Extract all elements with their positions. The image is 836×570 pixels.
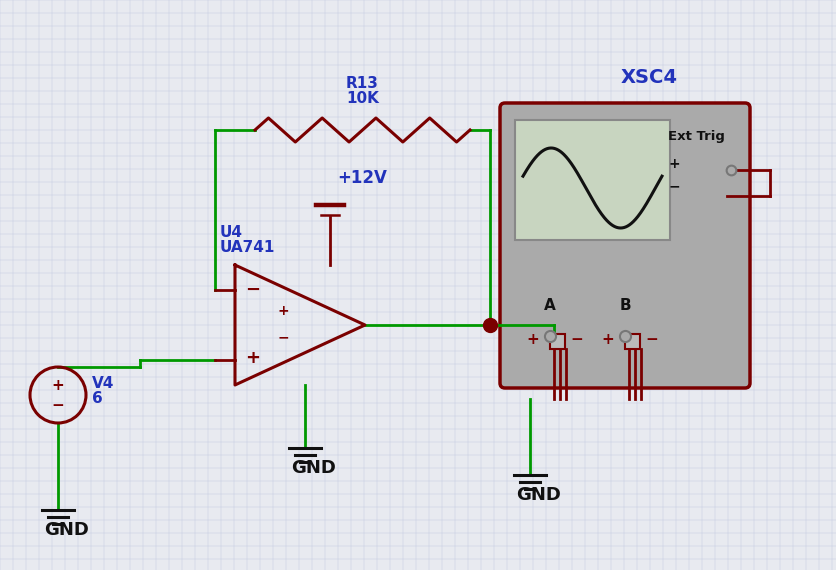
Text: +: + (277, 304, 288, 318)
FancyBboxPatch shape (499, 103, 749, 388)
Text: GND: GND (291, 459, 335, 477)
Text: XSC4: XSC4 (619, 68, 676, 87)
Text: GND: GND (44, 521, 89, 539)
Text: +: + (51, 377, 64, 393)
Text: 10K: 10K (345, 91, 379, 106)
Text: Ext Trig: Ext Trig (667, 130, 724, 143)
Text: −: − (51, 398, 64, 413)
Text: −: − (569, 332, 582, 347)
Text: R13: R13 (345, 76, 379, 91)
Text: A: A (543, 298, 555, 313)
Text: +: + (245, 349, 260, 367)
Text: −: − (245, 281, 260, 299)
Text: 6: 6 (92, 391, 103, 406)
Text: +: + (668, 157, 680, 171)
Text: UA741: UA741 (220, 240, 275, 255)
Text: +12V: +12V (337, 169, 386, 187)
Text: V4: V4 (92, 376, 115, 391)
Text: −: − (668, 179, 680, 193)
Text: +: + (600, 332, 613, 347)
Text: +: + (525, 332, 538, 347)
Text: −: − (645, 332, 657, 347)
Text: GND: GND (515, 486, 560, 504)
Bar (514, 120, 669, 240)
Text: −: − (277, 330, 288, 344)
Bar (624, 334, 640, 349)
Text: U4: U4 (220, 225, 242, 240)
Text: B: B (619, 298, 630, 313)
Bar (549, 334, 564, 349)
